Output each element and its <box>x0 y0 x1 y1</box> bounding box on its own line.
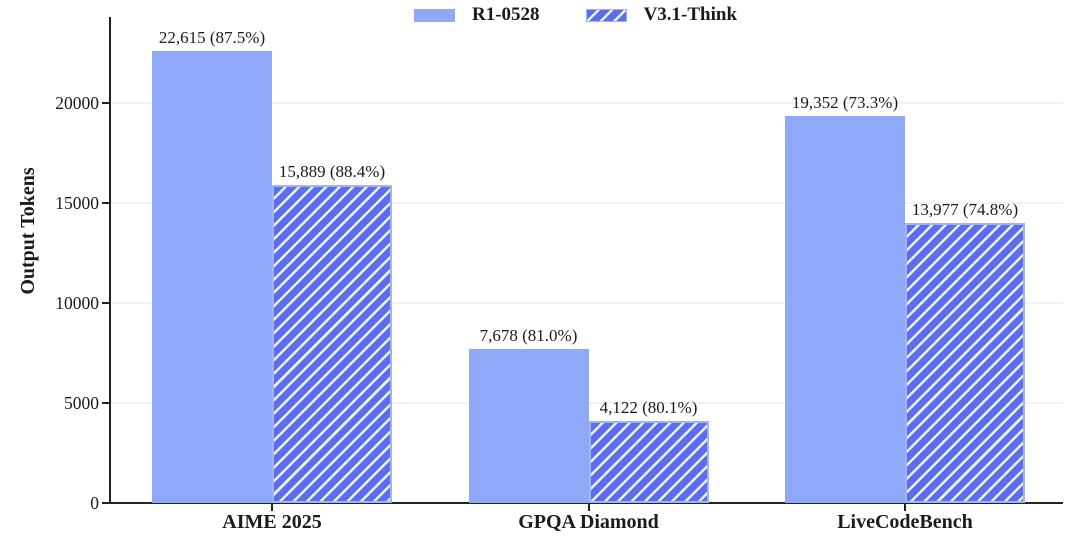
gridline-15000 <box>111 202 1063 204</box>
y-tick-5000 <box>102 402 109 404</box>
y-tick-label-0: 0 <box>90 493 99 513</box>
x-tick-label-livecodebench: LiveCodeBench <box>837 511 973 533</box>
bar-v3-1-think-gpqa-diamond <box>588 420 709 503</box>
legend: R1-0528 V3.1-Think <box>414 1 737 29</box>
y-tick-10000 <box>102 302 109 304</box>
y-tick-label-10000: 10000 <box>55 293 99 313</box>
x-tick-aime-2025 <box>271 503 273 511</box>
x-tick-livecodebench <box>904 503 906 511</box>
bar-v3-1-think-aime-2025 <box>272 185 392 503</box>
legend-swatch-v31-think <box>585 8 627 22</box>
gridline-20000 <box>111 102 1063 104</box>
bar-label-r1-0528-gpqa-diamond: 7,678 (81.0%) <box>479 326 578 346</box>
x-tick-gpqa-diamond <box>587 503 590 511</box>
y-axis-title: Output Tokens <box>17 167 39 295</box>
y-tick-15000 <box>102 202 109 204</box>
y-tick-label-15000: 15000 <box>55 193 99 213</box>
y-tick-label-20000: 20000 <box>55 93 99 113</box>
legend-swatch-r1-0528 <box>414 8 455 22</box>
y-tick-0 <box>102 502 109 504</box>
x-tick-label-aime-2025: AIME 2025 <box>222 511 322 533</box>
bar-r1-0528-gpqa-diamond <box>468 349 589 503</box>
legend-label-r1-0528: R1-0528 <box>472 4 540 25</box>
y-axis-spine <box>109 17 111 503</box>
y-tick-label-5000: 5000 <box>64 393 99 413</box>
x-tick-label-gpqa-diamond: GPQA Diamond <box>518 511 659 533</box>
bar-r1-0528-aime-2025 <box>152 50 272 503</box>
bar-v3-1-think-livecodebench <box>905 223 1025 503</box>
y-tick-20000 <box>102 102 109 104</box>
bar-r1-0528-livecodebench <box>785 115 905 503</box>
bar-label-r1-0528-livecodebench: 19,352 (73.3%) <box>791 92 899 112</box>
bar-label-v3-1-think-aime-2025: 15,889 (88.4%) <box>278 162 386 182</box>
legend-label-v31-think: V3.1-Think <box>643 4 738 25</box>
bar-label-r1-0528-aime-2025: 22,615 (87.5%) <box>158 27 266 47</box>
bar-label-v3-1-think-livecodebench: 13,977 (74.8%) <box>911 200 1019 220</box>
bar-label-v3-1-think-gpqa-diamond: 4,122 (80.1%) <box>599 397 698 417</box>
gridline-10000 <box>111 302 1063 304</box>
